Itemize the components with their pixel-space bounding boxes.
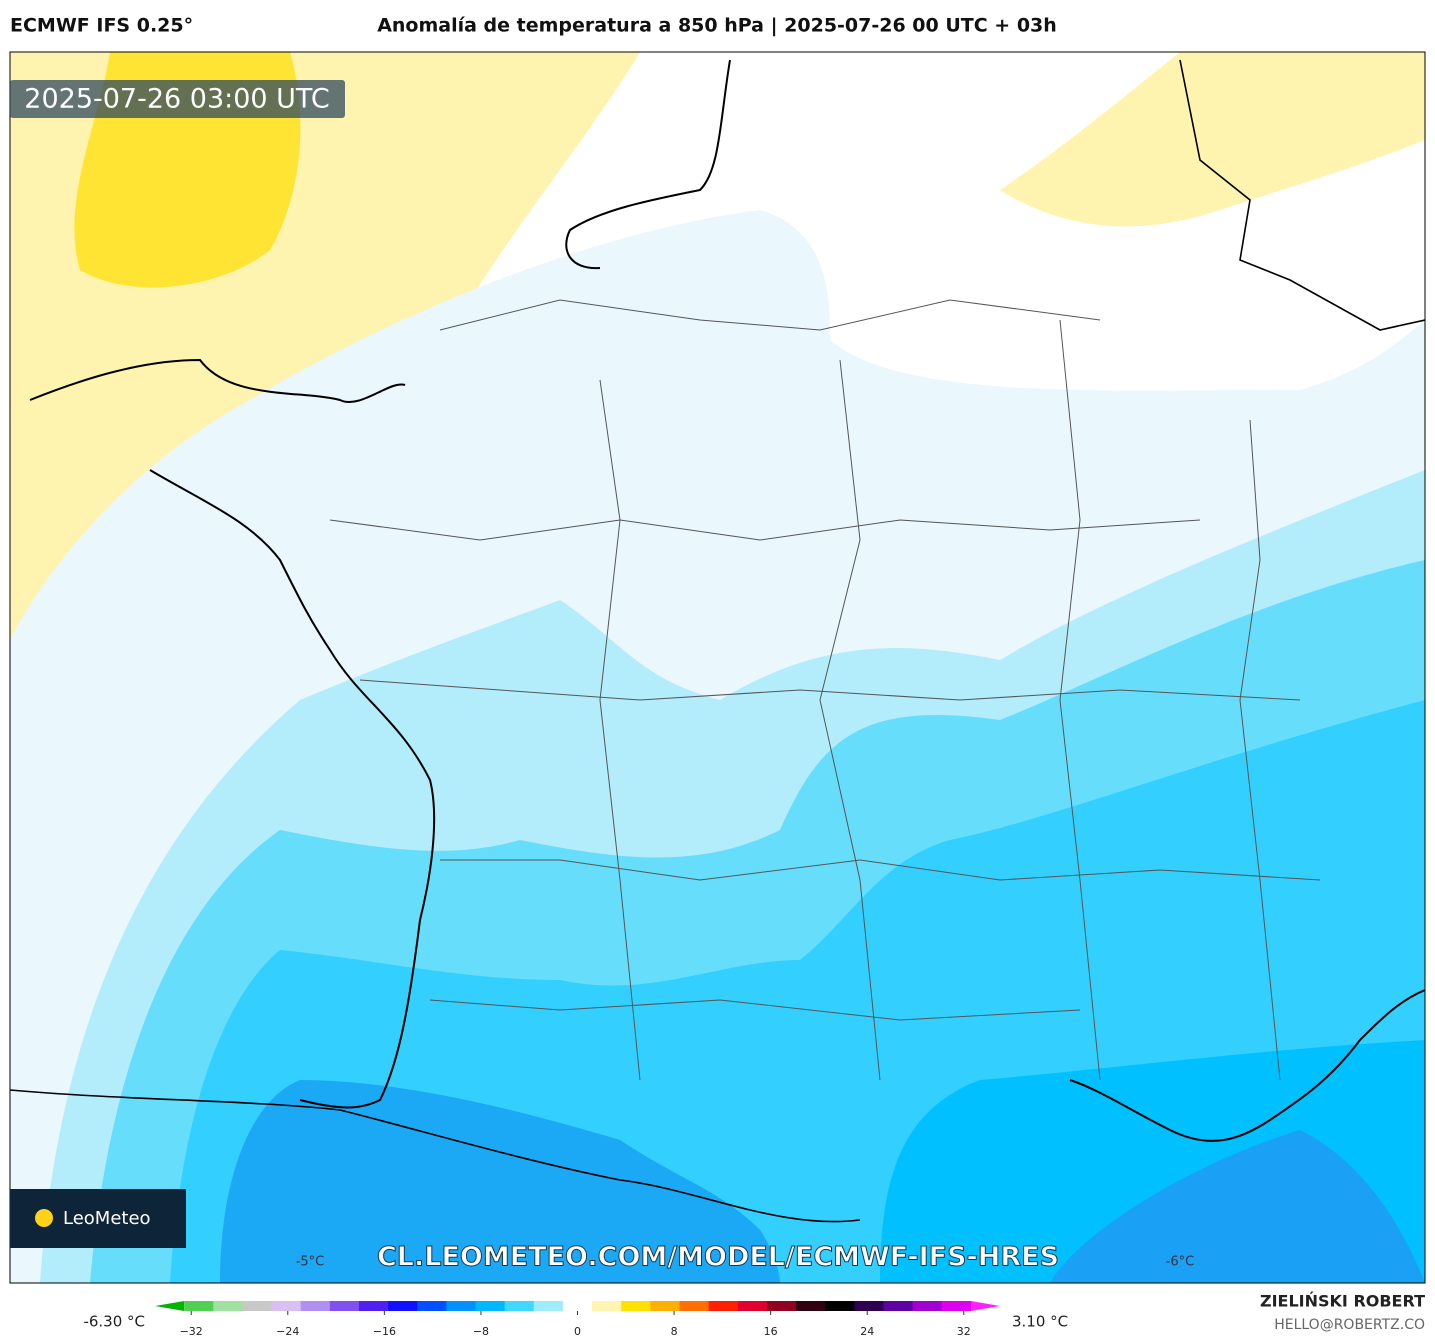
map-label: -6°C [1166,1255,1195,1270]
colorbar-segment [766,1301,797,1311]
colorbar-segment [708,1301,739,1311]
map-title: Anomalía de temperatura a 850 hPa | 2025… [377,15,1057,37]
colorbar-segment [504,1301,535,1311]
colorbar-segment [242,1301,273,1311]
colorbar-segment [475,1301,506,1311]
colorbar-segment [650,1301,680,1311]
colorbar-segment [621,1301,651,1311]
warm-area-ne [1000,52,1425,227]
colorbar-tick-label: 24 [860,1325,874,1338]
colorbar-segment [300,1301,331,1311]
colorbar-max-label: 3.10 °C [1012,1313,1068,1331]
colorbar-tick-label: 16 [764,1325,778,1338]
colorbar-tick-label: 0 [574,1325,581,1338]
colorbar-tick-label: −8 [473,1325,489,1338]
colorbar-segment [358,1301,389,1311]
colorbar-segment [854,1301,884,1311]
colorbar-segment [213,1301,243,1311]
colorbar-end [155,1301,185,1311]
coastline [29,59,1425,1142]
colorbar-segment [825,1301,855,1311]
map-frame [9,51,1426,1284]
colorbar-segment [329,1301,360,1311]
colorbar-segment [562,1301,593,1311]
national-borders [10,59,1425,1223]
colorbar-segment [388,1301,418,1311]
colorbar-segment [533,1301,564,1311]
colorbar-segment [883,1301,914,1311]
colorbar-segment [271,1301,302,1311]
colorbar-segment [592,1301,622,1311]
map-label: -5°C [296,1255,325,1270]
colorbar-end [970,1301,1000,1311]
colorbar-tick-label: 8 [671,1325,678,1338]
time-box [10,80,345,118]
colorbar-min-label: -6.30 °C [83,1313,145,1331]
colorbar: −32 −24 −16 −8 0 8 16 24 32 [155,1301,1000,1338]
colorbar-tick-label: −32 [180,1325,203,1338]
colorbar-tick-label: 32 [957,1325,971,1338]
colorbar-segment [737,1301,768,1311]
logo-text: LeoMeteo [63,1208,151,1229]
colorbar-segment [417,1301,447,1311]
cool-core-se [1050,1130,1425,1283]
model-name: ECMWF IFS 0.25° [10,15,193,37]
email: HELLO@ROBERTZ.CO [1274,1317,1425,1333]
valid-time: 2025-07-26 03:00 UTC [24,84,329,115]
colorbar-segment [184,1301,214,1311]
colorbar-segment [796,1301,826,1311]
colorbar-tick-label: −24 [276,1325,299,1338]
colorbar-segment [679,1301,710,1311]
colorbar-segment [912,1301,943,1311]
borders [329,299,1321,1081]
map: 2025-07-26 03:00 UTC LeoMeteo CL.LEOMETE… [9,51,1426,1284]
logo-sun [35,1209,53,1227]
colorbar-segment [941,1301,972,1311]
author: ZIELIŃSKI ROBERT [1260,1292,1425,1311]
colorbar-segment [446,1301,477,1311]
url: CL.LEOMETEO.COM/MODEL/ECMWF-IFS-HRES [377,1242,1059,1273]
colorbar-tick-label: −16 [373,1325,396,1338]
cool-core [220,1080,780,1283]
